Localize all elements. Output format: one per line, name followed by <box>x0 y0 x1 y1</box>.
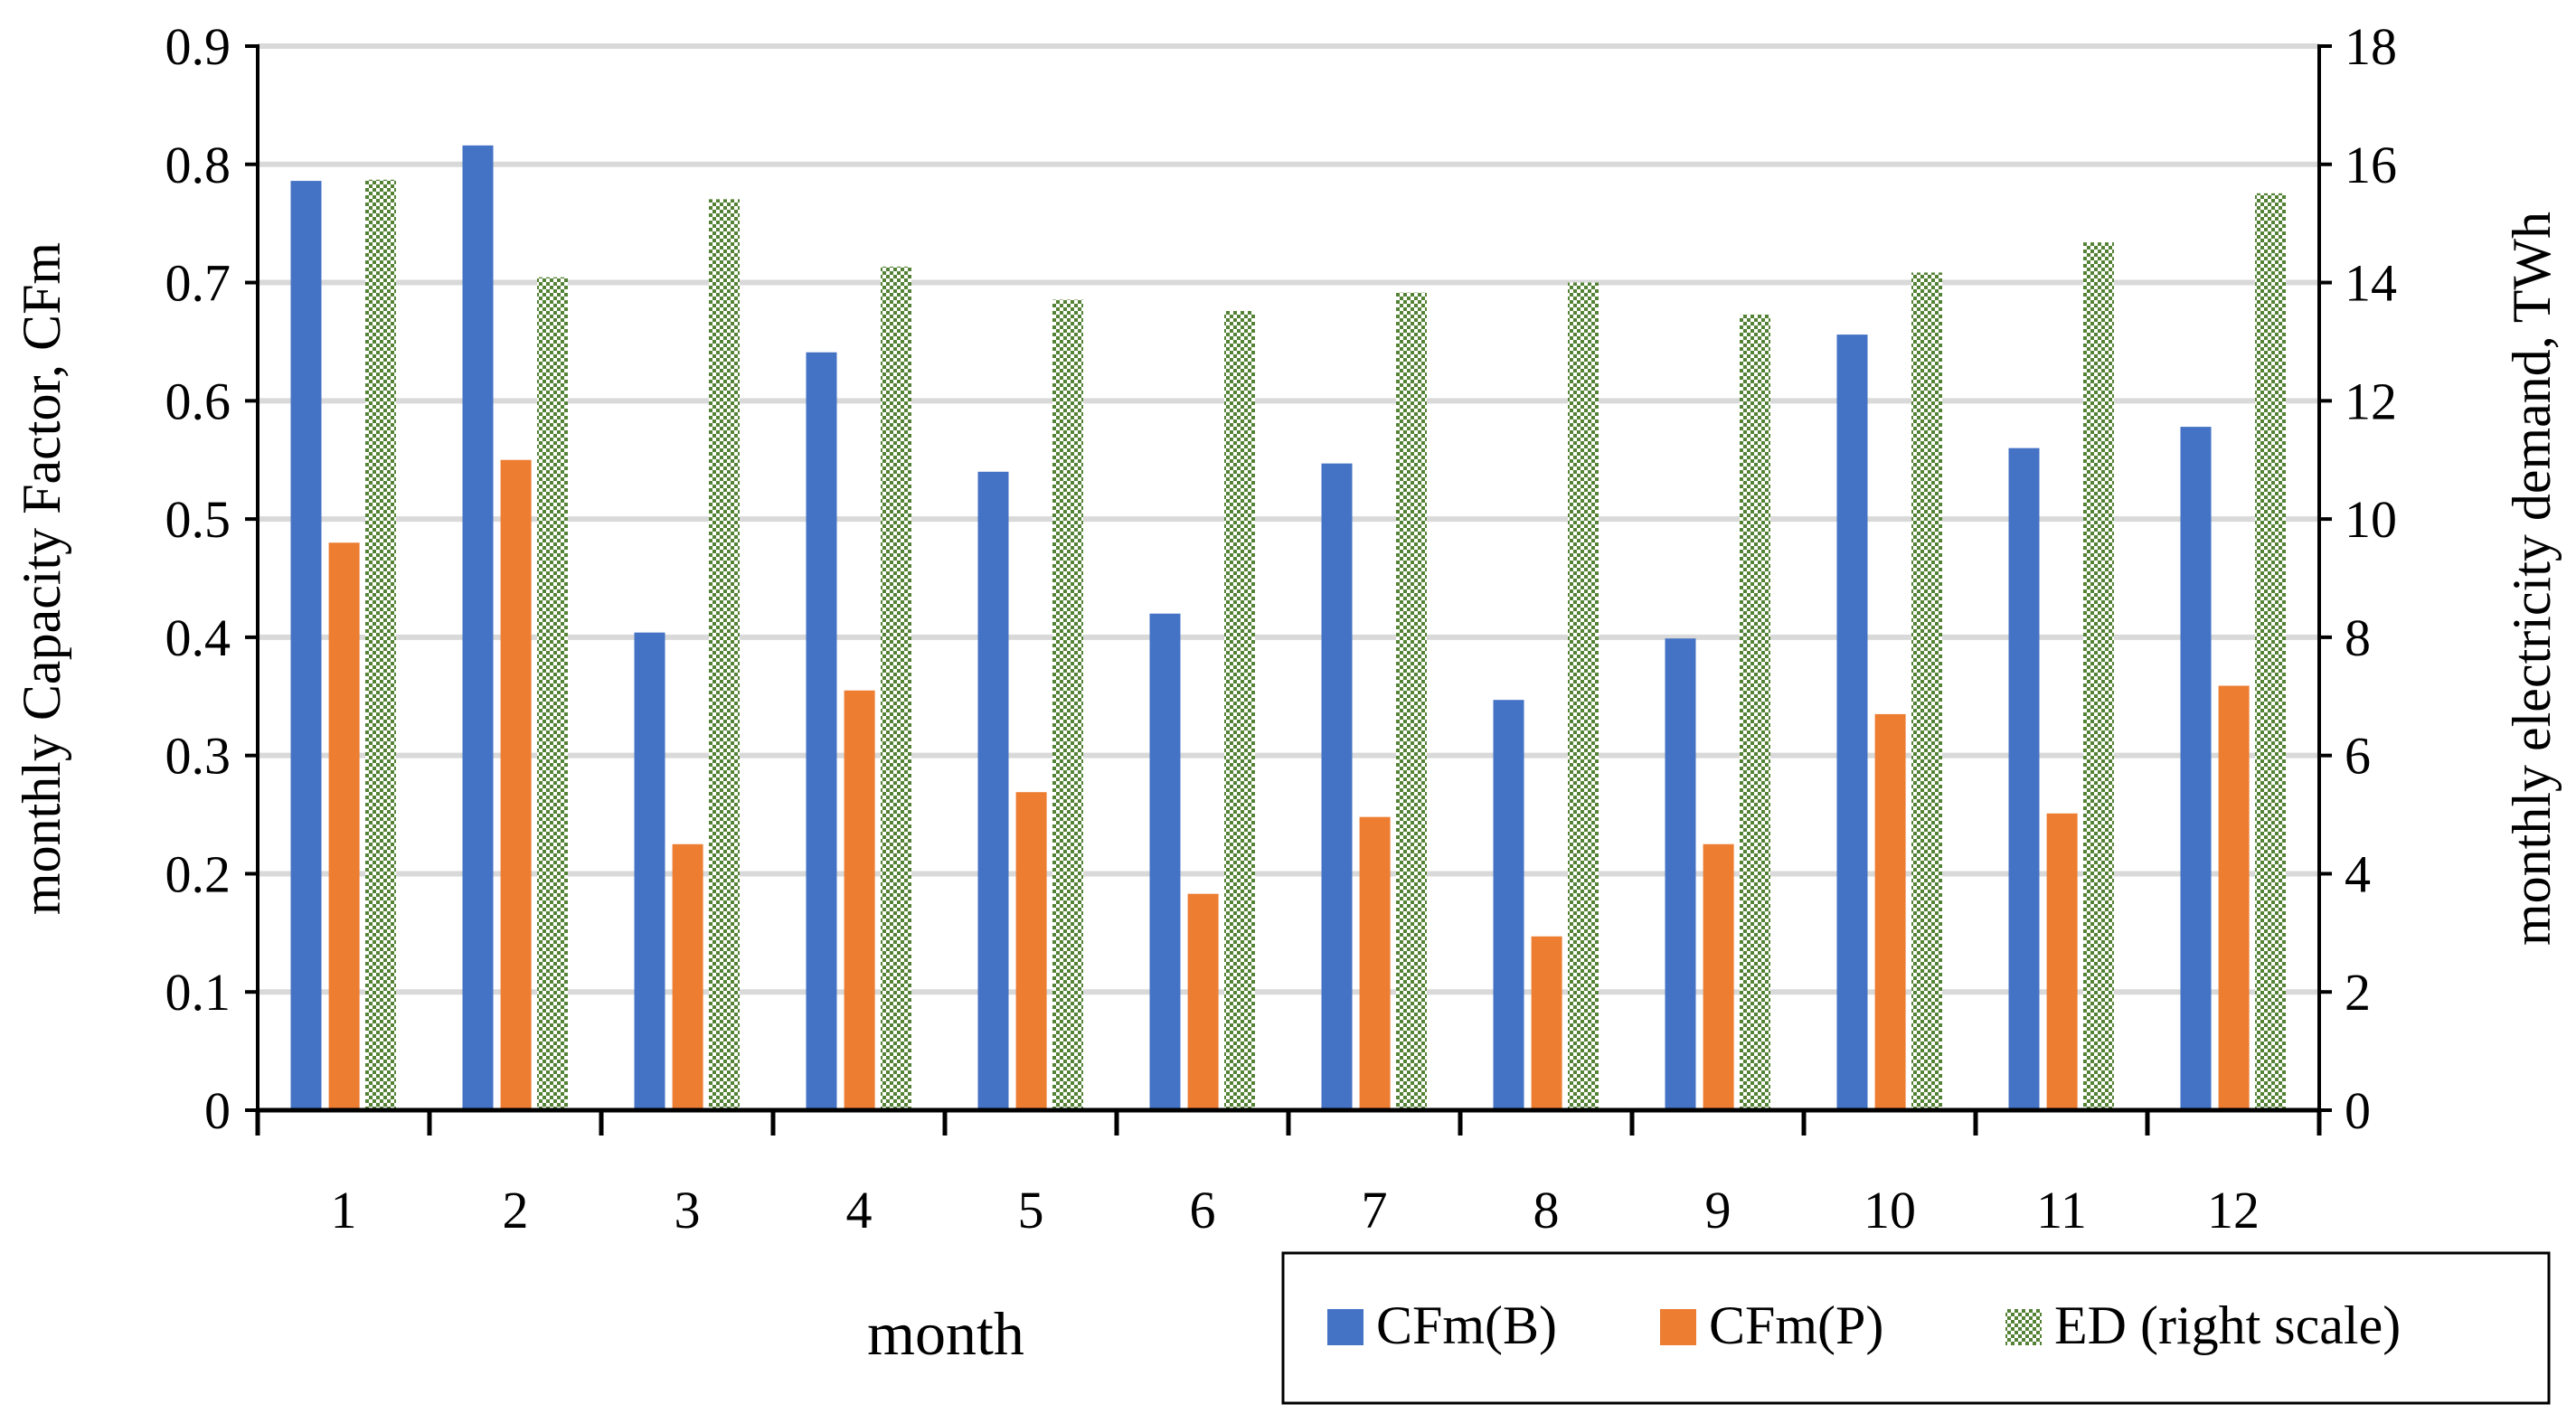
bar-cfm-p-4 <box>844 690 875 1110</box>
y-tick-label: 0.7 <box>165 254 231 313</box>
y2-tick-label: 14 <box>2345 254 2397 313</box>
x-tick-label: 2 <box>503 1181 529 1239</box>
x-axis-title: month <box>867 1299 1024 1368</box>
x-tick-label: 4 <box>846 1181 873 1239</box>
bar-cfm-b-7 <box>1321 463 1353 1110</box>
legend: CFm(B) CFm(P) ED (right scale) <box>1281 1251 2551 1405</box>
bars <box>290 145 2286 1111</box>
x-tick-label: 7 <box>1362 1181 1388 1239</box>
y-tick-label: 0.6 <box>165 372 231 430</box>
y-tick-label: 0.9 <box>165 17 231 76</box>
axes <box>245 44 2332 1136</box>
bar-cfm-b-5 <box>977 471 1009 1110</box>
bar-ed-right-scale-5 <box>1052 299 1083 1111</box>
y2-tick-label: 12 <box>2345 372 2397 430</box>
legend-label: CFm(B) <box>1376 1296 1557 1355</box>
bar-cfm-p-7 <box>1359 816 1391 1110</box>
bar-cfm-b-11 <box>2008 448 2040 1111</box>
bar-cfm-b-12 <box>2180 427 2212 1110</box>
legend-label: CFm(P) <box>1709 1296 1883 1355</box>
legend-swatch <box>1660 1309 1696 1345</box>
y-tick-label: 0.5 <box>165 490 231 549</box>
bar-cfm-b-8 <box>1493 700 1524 1110</box>
y2-tick-label: 16 <box>2345 136 2397 194</box>
y2-tick-label: 6 <box>2345 727 2371 786</box>
x-tick-label: 3 <box>675 1181 701 1239</box>
y2-tick-label: 8 <box>2345 608 2371 667</box>
legend-label: ED (right scale) <box>2054 1296 2401 1355</box>
x-tick-label: 8 <box>1533 1181 1560 1239</box>
y-axis-title: monthly Capacity Factor, CFm <box>12 242 71 915</box>
y2-tick-label: 0 <box>2345 1081 2371 1140</box>
y2-tick-label: 4 <box>2345 844 2371 903</box>
bar-ed-right-scale-9 <box>1740 314 1770 1110</box>
bar-cfm-p-8 <box>1531 936 1562 1110</box>
bar-ed-right-scale-8 <box>1568 282 1599 1110</box>
bar-ed-right-scale-7 <box>1396 292 1427 1111</box>
bar-cfm-b-6 <box>1149 613 1181 1110</box>
x-tick-label: 9 <box>1705 1181 1731 1239</box>
y2-tick-label: 18 <box>2345 17 2397 76</box>
bar-cfm-p-10 <box>1874 713 1906 1110</box>
y-tick-label: 0.1 <box>165 963 231 1022</box>
legend-swatch <box>1327 1309 1363 1345</box>
y2-tick-label: 2 <box>2345 963 2371 1022</box>
bar-cfm-b-4 <box>806 352 837 1110</box>
legend-swatch <box>2005 1309 2042 1345</box>
y-tick-label: 0.3 <box>165 727 231 786</box>
bar-ed-right-scale-10 <box>1911 272 1942 1110</box>
x-tick-label: 5 <box>1018 1181 1044 1239</box>
bar-cfm-b-10 <box>1836 335 1868 1110</box>
gridlines <box>258 43 2319 995</box>
bar-ed-right-scale-4 <box>881 266 911 1111</box>
bar-ed-right-scale-2 <box>537 277 568 1111</box>
bar-cfm-p-5 <box>1015 792 1047 1110</box>
bar-cfm-p-9 <box>1703 843 1734 1110</box>
x-tick-label: 11 <box>2036 1181 2087 1239</box>
bar-cfm-p-6 <box>1187 893 1219 1110</box>
x-tick-label: 10 <box>1864 1181 1916 1239</box>
bar-ed-right-scale-11 <box>2083 242 2114 1110</box>
bar-cfm-b-9 <box>1665 638 1696 1110</box>
bar-cfm-p-1 <box>328 542 360 1110</box>
tick-labels: 00.10.20.30.40.50.60.70.80.9024681012141… <box>165 17 2398 1239</box>
x-tick-label: 1 <box>331 1181 357 1239</box>
bar-ed-right-scale-12 <box>2255 193 2286 1110</box>
bar-cfm-p-12 <box>2218 685 2250 1110</box>
x-tick-label: 12 <box>2207 1181 2260 1239</box>
bar-cfm-p-11 <box>2046 813 2078 1110</box>
y-tick-label: 0.4 <box>165 608 231 667</box>
bar-cfm-b-3 <box>634 632 665 1110</box>
x-tick-label: 6 <box>1190 1181 1216 1239</box>
bar-ed-right-scale-3 <box>709 199 740 1110</box>
y-tick-label: 0.8 <box>165 136 231 194</box>
y-tick-label: 0.2 <box>165 844 231 903</box>
y-tick-label: 0 <box>204 1081 231 1140</box>
bar-cfm-p-3 <box>672 843 703 1110</box>
bar-cfm-p-2 <box>500 459 532 1110</box>
y2-tick-label: 10 <box>2345 490 2397 549</box>
bar-ed-right-scale-6 <box>1224 310 1255 1110</box>
bar-ed-right-scale-1 <box>365 179 396 1110</box>
bar-cfm-b-1 <box>290 181 322 1110</box>
y2-axis-title: monthly electricity demand, TWh <box>2502 212 2562 946</box>
legend-box <box>1281 1251 2551 1405</box>
bar-cfm-b-2 <box>462 145 494 1111</box>
